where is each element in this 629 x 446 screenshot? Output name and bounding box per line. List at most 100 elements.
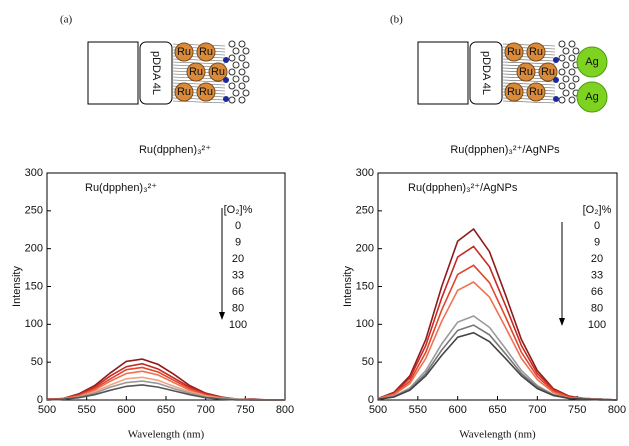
- y-tick-label: 150: [25, 280, 43, 292]
- substrate: [417, 41, 469, 105]
- legend-label: 0: [594, 220, 600, 232]
- y-tick-label: 50: [31, 356, 43, 368]
- dot: [553, 57, 559, 63]
- linker: [242, 47, 250, 55]
- x-tick-label: 750: [236, 404, 254, 416]
- y-tick-label: 250: [356, 205, 374, 217]
- linker: [568, 54, 576, 62]
- linker: [562, 61, 570, 69]
- y-tick-label: 0: [37, 394, 43, 406]
- ru-particle: [538, 62, 558, 82]
- y-axis-label: Intensity: [342, 266, 354, 307]
- ru-particle: [186, 62, 206, 82]
- particle-label: Ru: [211, 66, 225, 78]
- ru-particle: [516, 62, 536, 82]
- panel-label: (a): [60, 14, 73, 26]
- x-tick-label: 600: [117, 404, 135, 416]
- particle-label: Ru: [529, 46, 543, 58]
- legend-label: 66: [591, 286, 603, 298]
- linker: [238, 40, 246, 48]
- layer-label: pDDA 4L: [480, 51, 492, 95]
- caption: Ru(dpphen)₃²⁺/AgNPs: [450, 144, 560, 156]
- legend-title: [O₂]%: [583, 204, 612, 216]
- dot: [223, 57, 229, 63]
- x-tick-label: 500: [38, 404, 56, 416]
- linker: [558, 68, 566, 76]
- np-label: Ag: [585, 56, 598, 68]
- linker: [562, 89, 570, 97]
- legend-title: [O₂]%: [224, 204, 253, 216]
- linker: [228, 54, 236, 62]
- caption: Ru(dpphen)₃²⁺: [139, 144, 211, 156]
- ag-particle: [576, 81, 608, 113]
- x-tick-label: 500: [369, 404, 387, 416]
- np-label: Ag: [585, 91, 598, 103]
- y-tick-label: 0: [368, 394, 374, 406]
- particle-label: Ru: [199, 86, 213, 98]
- linker: [228, 40, 236, 48]
- x-tick-label: 800: [276, 404, 294, 416]
- x-tick-label: 700: [196, 404, 214, 416]
- linker: [558, 82, 566, 90]
- layer-label: pDDA 4L: [150, 51, 162, 95]
- y-axis-label: Intensity: [11, 266, 23, 307]
- arrow-head: [559, 318, 565, 326]
- y-tick-label: 100: [356, 318, 374, 330]
- legend-label: 20: [232, 253, 244, 265]
- series-line: [377, 331, 617, 401]
- linker: [232, 61, 240, 69]
- particle-label: Ru: [541, 66, 555, 78]
- particle-label: Ru: [199, 46, 213, 58]
- dot: [223, 96, 229, 102]
- y-tick-label: 200: [356, 243, 374, 255]
- linker: [228, 82, 236, 90]
- legend-label: 0: [235, 220, 241, 232]
- ru-particle: [504, 42, 524, 62]
- linker: [238, 68, 246, 76]
- y-tick-label: 50: [362, 356, 374, 368]
- particle-label: Ru: [189, 66, 203, 78]
- legend-label: 80: [232, 302, 244, 314]
- y-tick-label: 150: [356, 280, 374, 292]
- particle-label: Ru: [519, 66, 533, 78]
- ru-particle: [526, 42, 546, 62]
- dot: [553, 77, 559, 83]
- ru-particle: [174, 42, 194, 62]
- linker: [228, 68, 236, 76]
- chart-title: Ru(dpphen)₃²⁺/AgNPs: [408, 182, 518, 194]
- x-tick-label: 550: [77, 404, 95, 416]
- chain: [502, 100, 556, 104]
- y-tick-label: 250: [25, 205, 43, 217]
- linker: [572, 47, 580, 55]
- linker: [568, 68, 576, 76]
- linker: [242, 61, 250, 69]
- linker: [232, 75, 240, 83]
- linker: [562, 47, 570, 55]
- ru-particle: [196, 42, 216, 62]
- linker: [238, 54, 246, 62]
- linker: [562, 75, 570, 83]
- pdda-layer: [139, 41, 173, 105]
- linker: [568, 82, 576, 90]
- chain: [172, 100, 226, 104]
- ru-particle: [196, 82, 216, 102]
- y-tick-label: 100: [25, 318, 43, 330]
- y-tick-label: 200: [25, 243, 43, 255]
- x-tick-label: 700: [528, 404, 546, 416]
- particle-label: Ru: [177, 86, 191, 98]
- arrow-head: [219, 312, 225, 320]
- x-tick-label: 650: [157, 404, 175, 416]
- ru-particle: [174, 82, 194, 102]
- series-line: [46, 384, 285, 401]
- x-tick-label: 600: [448, 404, 466, 416]
- x-tick-label: 550: [409, 404, 427, 416]
- particle-label: Ru: [529, 86, 543, 98]
- linker: [232, 89, 240, 97]
- ru-particle: [526, 82, 546, 102]
- linker: [232, 47, 240, 55]
- panel-label: (b): [390, 14, 403, 26]
- x-axis-label: Wavelength (nm): [459, 429, 536, 441]
- dot: [223, 77, 229, 83]
- linker: [238, 96, 246, 104]
